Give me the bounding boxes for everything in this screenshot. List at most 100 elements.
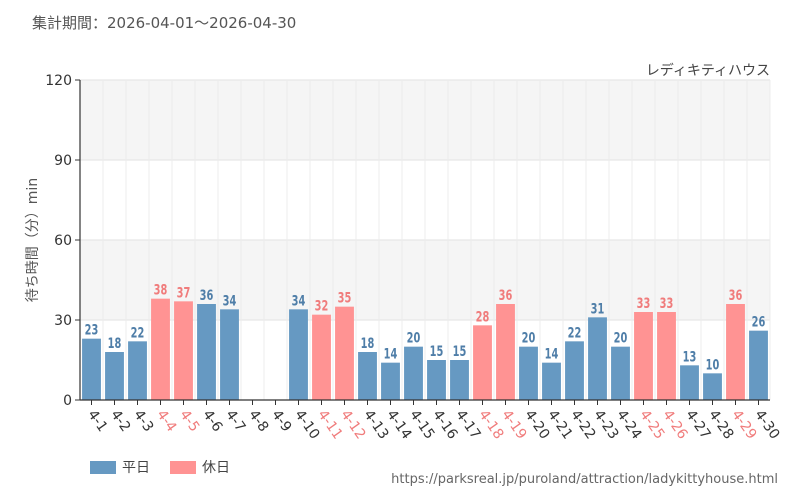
bar-4-23 [588,317,607,400]
bar-4-14 [381,362,400,400]
x-tick-label: 4-23 [590,407,621,442]
x-tick-label: 4-18 [475,407,506,442]
bar-value-label: 36 [499,287,513,304]
bar-value-label: 33 [660,295,674,312]
bar-value-label: 35 [338,289,352,306]
x-tick-label: 4-21 [544,407,575,442]
x-tick-label: 4-14 [383,407,414,442]
bar-value-label: 38 [154,281,168,298]
bar-value-label: 37 [177,284,191,301]
bar-value-label: 28 [476,308,490,325]
bar-4-1 [82,338,101,400]
bar-4-12 [335,306,354,400]
bar-value-label: 18 [361,335,375,352]
bar-4-2 [105,352,124,400]
x-tick-label: 4-16 [429,407,460,442]
bar-value-label: 34 [292,292,306,309]
bar-value-label: 34 [223,292,237,309]
x-tick-label: 4-1 [84,407,110,435]
bar-value-label: 10 [706,356,720,373]
bar-4-20 [519,346,538,400]
x-tick-label: 4-24 [613,407,644,442]
x-tick-label: 4-6 [199,407,225,435]
y-tick-label: 0 [63,393,72,409]
bar-value-label: 20 [407,329,421,346]
bar-value-label: 20 [522,329,536,346]
legend-weekday: 平日 [90,457,150,477]
bar-value-label: 23 [85,321,99,338]
bar-4-13 [358,352,377,400]
bar-4-25 [634,312,653,400]
bar-value-label: 15 [430,343,444,360]
bar-4-16 [427,360,446,400]
attraction-name: レディキティハウス [645,63,770,79]
bar-value-label: 22 [131,324,145,341]
x-tick-label: 4-13 [360,407,391,442]
bar-value-label: 31 [591,300,605,317]
bar-value-label: 22 [568,324,582,341]
legend: 平日 休日 [90,457,250,477]
bar-4-15 [404,346,423,400]
bar-value-label: 32 [315,297,329,314]
bar-4-22 [565,341,584,400]
bar-4-24 [611,346,630,400]
bar-value-label: 13 [683,348,697,365]
x-tick-label: 4-19 [498,407,529,442]
bar-4-18 [473,325,492,400]
x-tick-label: 4-10 [291,407,322,442]
y-tick-label: 30 [54,313,72,329]
bar-4-21 [542,362,561,400]
legend-holiday-label: 休日 [202,460,230,476]
bar-4-11 [312,314,331,400]
x-tick-label: 4-17 [452,407,483,442]
legend-weekday-swatch [90,460,116,474]
y-tick-label: 120 [45,73,72,89]
bar-value-label: 36 [200,287,214,304]
legend-holiday: 休日 [170,457,230,477]
bar-value-label: 20 [614,329,628,346]
bar-value-label: 14 [545,345,559,362]
bar-4-27 [680,365,699,400]
x-tick-label: 4-8 [245,407,271,435]
x-tick-label: 4-20 [521,407,552,442]
legend-weekday-label: 平日 [122,460,150,476]
bar-value-label: 18 [108,335,122,352]
bar-4-17 [450,360,469,400]
bar-4-19 [496,304,515,400]
bar-4-29 [726,304,745,400]
x-tick-label: 4-30 [751,407,782,442]
bar-4-5 [174,301,193,400]
x-tick-label: 4-25 [636,407,667,442]
bar-value-label: 36 [729,287,743,304]
bar-4-30 [749,330,768,400]
x-tick-label: 4-15 [406,407,437,442]
x-tick-label: 4-3 [130,407,156,435]
bar-4-28 [703,373,722,400]
y-tick-label: 60 [54,233,72,249]
bar-value-label: 33 [637,295,651,312]
x-tick-label: 4-12 [337,407,368,442]
bar-value-label: 14 [384,345,398,362]
y-tick-label: 90 [54,153,72,169]
x-tick-label: 4-4 [153,407,179,435]
x-tick-label: 4-29 [728,407,759,442]
x-tick-label: 4-5 [176,407,202,435]
bar-value-label: 15 [453,343,467,360]
x-tick-label: 4-7 [222,407,248,435]
bar-4-7 [220,309,239,400]
legend-holiday-swatch [170,460,196,474]
x-tick-label: 4-27 [682,407,713,442]
source-url: https://parksreal.jp/puroland/attraction… [391,472,778,487]
x-tick-label: 4-2 [107,407,133,435]
x-tick-label: 4-11 [314,407,345,442]
bar-4-26 [657,312,676,400]
x-tick-label: 4-9 [268,407,294,435]
x-tick-label: 4-22 [567,407,598,442]
period-label: 集計期間：2026-04-01〜2026-04-30 [32,14,297,32]
x-tick-label: 4-26 [659,407,690,442]
bar-4-4 [151,298,170,400]
bar-4-10 [289,309,308,400]
x-tick-label: 4-28 [705,407,736,442]
bar-4-6 [197,304,216,400]
